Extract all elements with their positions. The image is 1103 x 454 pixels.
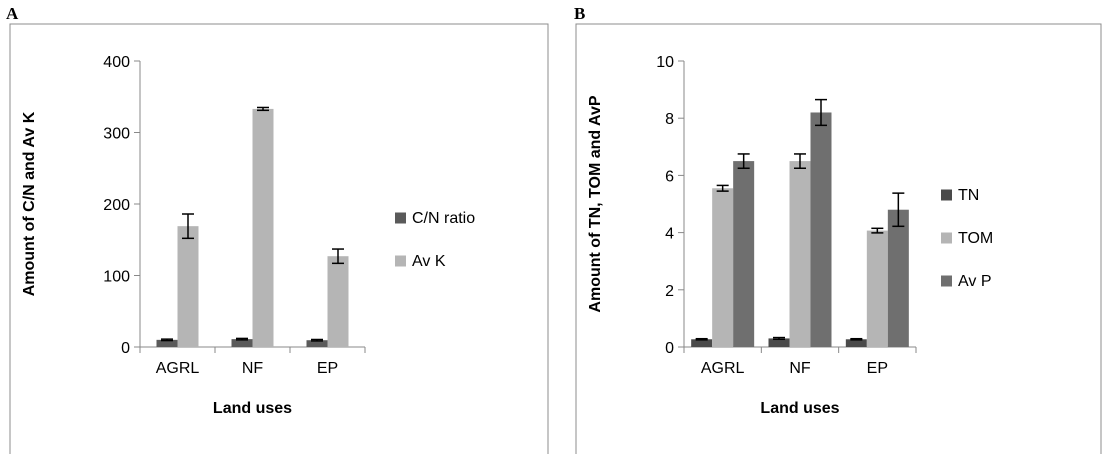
legend-label-b: TOM — [958, 230, 993, 247]
x-tick-label-b: NF — [789, 360, 811, 377]
y-tick-label-a: 200 — [103, 197, 130, 214]
legend-label-b: TN — [958, 187, 979, 204]
bar-b-avp — [810, 112, 832, 347]
bar-a-avk — [252, 108, 274, 347]
x-tick-label-a: NF — [242, 360, 264, 377]
y-tick-label-a: 100 — [103, 269, 130, 286]
bar-b-tn — [845, 339, 867, 347]
panel-label-a: A — [6, 4, 19, 23]
x-tick-label-b: AGRL — [701, 360, 745, 377]
legend-swatch-a — [395, 255, 406, 267]
y-axis-title-a: Amount of C/N and Av K — [21, 111, 38, 296]
bar-b-avp — [733, 161, 755, 347]
x-axis-title-b: Land uses — [760, 400, 839, 417]
y-tick-label-b: 4 — [665, 226, 674, 243]
panel-label-b: B — [574, 4, 586, 23]
x-tick-label-a: AGRL — [156, 360, 200, 377]
bar-b-tom — [866, 230, 888, 347]
chart-panel-b: B 0 2 4 6 8 10 AGRL NF EP Amount of TN, TOM and A… — [566, 0, 1103, 454]
y-tick-label-b: 0 — [665, 340, 674, 357]
y-tick-label-b: 8 — [665, 111, 674, 128]
bar-b-avp — [887, 209, 909, 347]
y-tick-label-a: 0 — [121, 340, 130, 357]
legend-label-a: C/N ratio — [412, 210, 475, 227]
legend-swatch-b — [941, 232, 952, 244]
x-axis-title-a: Land uses — [213, 400, 292, 417]
bar-b-tom — [789, 161, 811, 347]
x-tick-label-b: EP — [867, 360, 888, 377]
bar-a-cnratio — [306, 340, 328, 347]
bar-b-tn — [768, 338, 790, 347]
bar-b-tn — [691, 339, 713, 347]
y-tick-label-a: 300 — [103, 126, 130, 143]
chart-panel-a: A 0 100 200 300 400 AGRL NF EP Amount of C/N and… — [0, 0, 550, 454]
y-tick-label-a: 400 — [103, 54, 130, 71]
y-tick-label-b: 2 — [665, 283, 674, 300]
y-axis-title-b: Amount of TN, TOM and AvP — [587, 95, 604, 313]
bar-a-avk — [177, 226, 199, 347]
bar-a-cnratio — [156, 339, 178, 347]
legend-swatch-b — [941, 275, 952, 287]
chart-area-border-a — [9, 23, 549, 454]
y-tick-label-b: 10 — [656, 54, 674, 71]
y-tick-label-b: 6 — [665, 168, 674, 185]
bar-b-tom — [712, 188, 734, 347]
legend-label-b: Av P — [958, 273, 992, 290]
chart-a-svg: 0 100 200 300 400 AGRL NF EP Amount of C/N and A… — [9, 23, 549, 454]
bar-a-cnratio — [231, 339, 253, 347]
chart-area-border-b — [575, 23, 1102, 454]
bar-a-avk — [327, 256, 349, 347]
chart-b-svg: 0 2 4 6 8 10 AGRL NF EP Amount of TN, TOM and AvP… — [575, 23, 1102, 454]
x-tick-label-a: EP — [317, 360, 338, 377]
legend-swatch-a — [395, 212, 406, 224]
legend-label-a: Av K — [412, 253, 446, 270]
legend-swatch-b — [941, 189, 952, 201]
